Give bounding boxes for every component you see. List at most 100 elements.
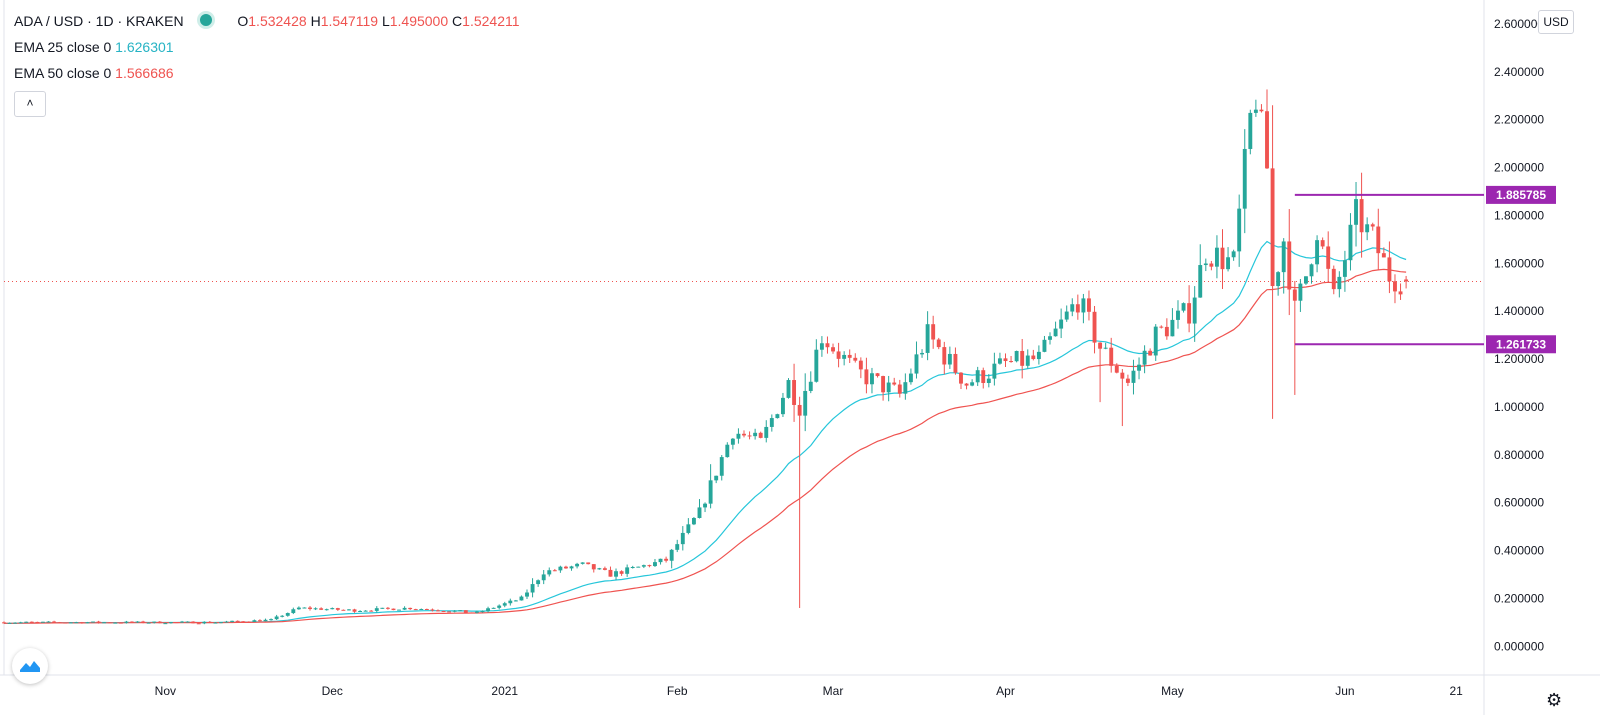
candle-body [380,607,385,609]
candle-body [24,621,29,623]
candle-body [135,621,140,623]
candle-body [975,370,980,383]
candle-body [947,353,952,365]
x-tick-label: Apr [996,684,1015,698]
candle-body [1164,326,1169,337]
candle-body [964,383,969,386]
candle-body [953,353,958,373]
candle-body [792,380,797,405]
candle-body [413,609,418,611]
candle-body [881,376,886,393]
candle-body [29,621,34,623]
y-tick-label: 2.000000 [1494,161,1544,175]
market-status-dot-icon[interactable] [197,11,216,29]
x-tick-label: 2021 [491,684,518,698]
candle-body [1231,251,1236,258]
candle-body [246,621,251,623]
candle-body [1348,224,1353,261]
candle-body [908,373,913,383]
candle-body [469,612,474,614]
candle-body [1287,241,1292,290]
candle-body [1220,247,1225,270]
candle-body [324,609,329,611]
candle-body [920,352,924,355]
candle-body [914,354,919,374]
candle-body [230,620,235,622]
candle-body [185,621,190,623]
high-value: 1.547119 [320,13,379,29]
symbol-row: ADA / USD · 1D · KRAKEN O1.532428 H1.547… [14,10,520,36]
candle-body [1253,109,1258,113]
chart-legend: ADA / USD · 1D · KRAKEN O1.532428 H1.547… [14,10,520,88]
candle-body [263,619,268,622]
candle-body [486,608,491,612]
candle-body [1315,240,1320,265]
candle-body [202,621,207,624]
y-tick-label: 1.200000 [1494,352,1544,366]
candle-body [213,622,218,624]
candle-body [1125,378,1130,383]
candle-body [168,622,173,624]
y-tick-label: 1.400000 [1494,304,1544,318]
ema50-legend[interactable]: EMA 50 close 0 1.566686 [14,62,520,88]
candle-body [1131,370,1136,383]
candle-body [619,571,624,574]
candle-body [931,324,936,340]
currency-button[interactable]: USD [1538,10,1574,34]
y-tick-label: 0.200000 [1494,591,1544,605]
candle-body [1365,224,1370,233]
candle-body [825,343,830,348]
ema25-legend[interactable]: EMA 25 close 0 1.626301 [14,36,520,62]
candle-body [52,621,57,623]
candle-body [1259,109,1264,112]
candle-body [552,570,557,572]
candle-body [1064,311,1069,320]
candle-body [986,378,991,383]
candle-body [408,607,413,610]
candle-body [1081,298,1086,313]
candle-body [697,507,702,518]
y-tick-label: 1.800000 [1494,208,1544,222]
candle-body [769,418,774,427]
candle-body [870,373,874,385]
candle-body [1393,281,1397,292]
candle-body [241,621,246,623]
candle-body [152,621,157,623]
candle-body [497,605,502,608]
candle-body [970,382,975,386]
candle-body [686,524,691,533]
x-tick-label: May [1161,684,1184,698]
candle-body [1192,297,1197,324]
candle-body [2,622,6,624]
gear-icon[interactable]: ⚙ [1546,690,1563,710]
candle-body [764,426,769,438]
candle-body [1070,304,1075,312]
candle-body [96,621,101,623]
candle-body [831,347,835,352]
candle-body [691,517,696,525]
candle-body [7,622,12,624]
symbol-title[interactable]: ADA / USD · 1D · KRAKEN [14,13,184,29]
candle-body [680,532,685,545]
candle-body [257,620,262,622]
candle-body [1298,283,1303,301]
candle-body [1398,291,1403,295]
candle-body [997,358,1002,364]
open-value: 1.532428 [248,13,307,29]
tradingview-logo-icon[interactable] [12,648,48,684]
candle-body [858,360,863,370]
collapse-legend-button[interactable]: ˄ [14,91,46,117]
candle-body [330,608,335,610]
candle-body [669,549,674,561]
level-label: 1.885785 [1496,188,1546,202]
candle-body [85,622,90,624]
candle-body [1009,361,1014,363]
x-tick-label: Nov [155,684,176,698]
candle-body [630,567,635,569]
candle-body [63,622,68,624]
candle-body [1387,257,1392,282]
y-tick-label: 1.000000 [1494,400,1544,414]
candle-body [903,382,908,394]
